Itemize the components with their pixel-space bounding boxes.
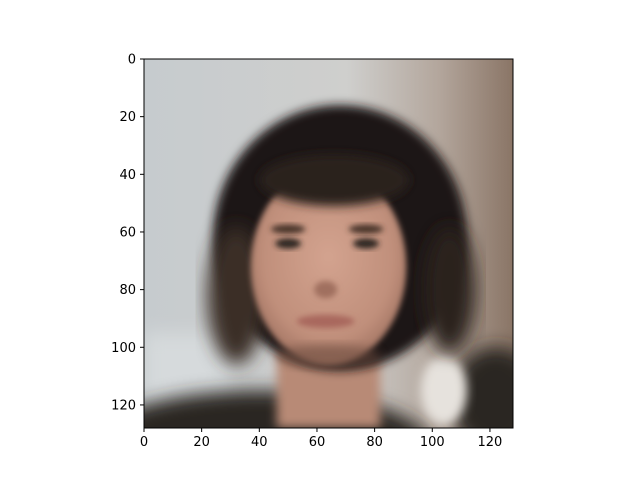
hair-fringe <box>259 154 410 207</box>
x-tick-label: 0 <box>140 435 148 450</box>
y-tick-label: 80 <box>119 283 136 298</box>
y-tick-label: 60 <box>119 225 136 240</box>
x-tick-label: 60 <box>309 435 326 450</box>
hair-left-fall <box>207 226 266 365</box>
hair-right-fall <box>423 226 476 354</box>
face <box>250 168 407 365</box>
jaw-shadow <box>276 344 381 368</box>
x-tick-label: 120 <box>478 435 503 450</box>
x-tick-label: 80 <box>366 435 383 450</box>
face-image <box>144 59 513 428</box>
left-eye <box>275 238 302 249</box>
right-shoulder <box>449 347 513 428</box>
right-eyebrow <box>348 224 384 234</box>
mouth <box>296 314 355 328</box>
y-tick-label: 40 <box>119 168 136 183</box>
y-tick-label: 0 <box>128 53 136 68</box>
shirt-collar <box>420 355 467 426</box>
x-tick-label: 40 <box>251 435 268 450</box>
axes-frame <box>143 58 514 429</box>
y-axis: 0 20 40 60 80 100 120 <box>111 53 144 413</box>
plot-border <box>143 58 514 429</box>
left-eyebrow <box>270 224 306 234</box>
x-tick-label: 100 <box>420 435 445 450</box>
y-tick-label: 100 <box>111 341 136 356</box>
nose <box>314 280 338 299</box>
y-tick-label: 20 <box>119 110 136 125</box>
x-axis: 0 20 40 60 80 100 120 <box>140 428 502 450</box>
y-tick-label: 120 <box>111 398 136 413</box>
right-eye <box>353 238 379 249</box>
x-tick-label: 20 <box>193 435 210 450</box>
